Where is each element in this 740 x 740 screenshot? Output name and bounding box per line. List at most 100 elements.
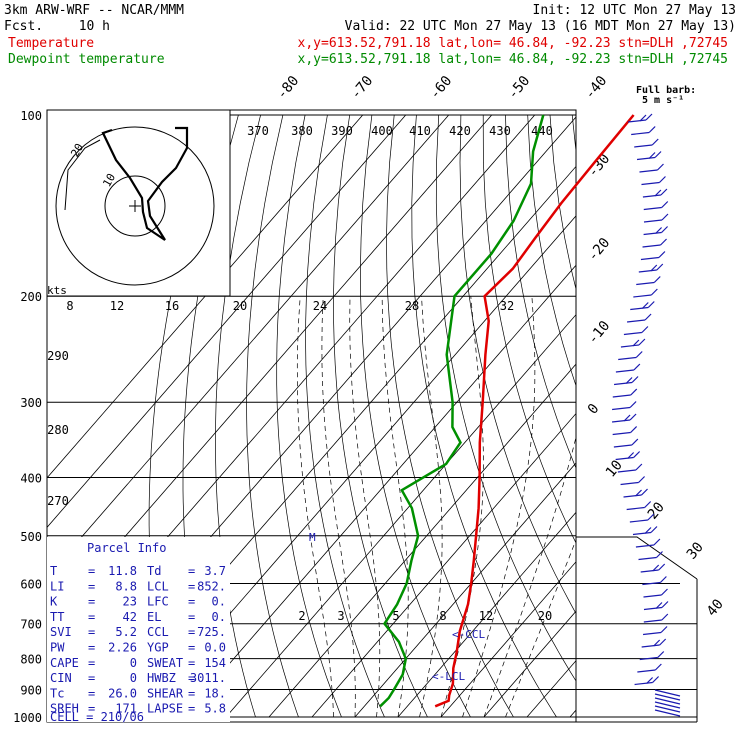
wind-barb — [638, 269, 657, 273]
wind-barb-feather — [661, 201, 669, 208]
wind-barb — [620, 344, 639, 348]
theta-e-label: 420 — [449, 124, 471, 138]
wind-barb-feather — [652, 676, 660, 683]
wind-barb-feather — [648, 152, 656, 159]
parcel-key-left: SVI — [50, 625, 72, 639]
dry-adiabat — [505, 114, 576, 469]
pressure-tick-labels: 100 200 300 400 500 600 700 800 900 1000 — [13, 109, 42, 725]
parcel-eq: = — [88, 656, 95, 670]
wind-barb-feather — [660, 188, 668, 196]
dry-adiabat — [617, 115, 740, 717]
wind-barb — [626, 506, 645, 511]
parcel-eq: = — [188, 656, 195, 670]
mixing-ratio-labels: 8 12 16 20 24 28 32 — [66, 299, 514, 313]
wind-barb — [638, 556, 657, 561]
wind-barb — [634, 144, 653, 148]
theta-e-label: 430 — [489, 124, 511, 138]
wind-barb — [617, 469, 636, 473]
parcel-value-left: 0 — [130, 671, 137, 685]
parcel-value-right: 5.8 — [204, 702, 226, 716]
parcel-value-right: 18. — [204, 686, 226, 700]
parcel-info-title: Parcel Info — [87, 541, 166, 555]
wind-barb-feather — [660, 626, 668, 633]
isotherm — [268, 363, 576, 718]
wind-barb — [611, 419, 631, 423]
dry-adiabat — [684, 115, 740, 717]
parcel-eq: = — [88, 671, 95, 685]
wind-barb — [642, 581, 661, 586]
wind-barb — [612, 406, 631, 411]
wind-barb — [654, 693, 681, 701]
wind-barb-feather — [651, 138, 659, 146]
moist-adiabat — [321, 296, 356, 718]
wind-barb — [654, 701, 681, 709]
wind-barb-feather — [648, 126, 656, 133]
wind-barb-feather — [655, 227, 663, 234]
parcel-key-left: T — [50, 564, 57, 578]
dry-adiabat — [246, 114, 299, 718]
dry-adiabat — [459, 114, 576, 615]
parcel-eq: = — [188, 564, 195, 578]
mixing-ratio-label: 32 — [500, 299, 514, 313]
parcel-eq: = — [188, 595, 195, 609]
isotherm-label: -40 — [582, 73, 611, 103]
wind-barb-feather — [647, 301, 655, 308]
mixing-ratio-label: 8 — [66, 299, 73, 313]
parcel-key-left: CIN — [50, 671, 72, 685]
isotherm — [182, 264, 576, 718]
wind-barb-feather — [627, 452, 635, 459]
wind-barb-feather — [654, 663, 662, 671]
wind-barb — [636, 156, 656, 161]
parcel-key-left: CAPE — [50, 656, 79, 670]
parcel-key-left: SREH — [50, 702, 79, 716]
parcel-eq: = — [88, 641, 95, 655]
parcel-value-left: 8.8 — [115, 579, 137, 593]
forecast-hour: 10 h — [79, 19, 110, 34]
wind-barb — [627, 119, 647, 123]
forecast-label: Fcst. — [4, 19, 43, 34]
wind-barb — [632, 531, 652, 536]
wind-barb-feather — [646, 677, 654, 684]
wind-barb — [641, 181, 660, 186]
parcel-value-right: 725. — [197, 625, 226, 639]
parcel-key-right: SWEAT — [147, 656, 183, 670]
parcel-value-right: 3.7 — [204, 564, 226, 578]
wind-barb-feather — [625, 377, 633, 384]
isotherm — [354, 462, 576, 718]
wind-barb — [642, 194, 661, 198]
pressure-label-400: 400 — [20, 471, 42, 485]
wind-barb-feather — [661, 226, 669, 233]
wind-barb — [623, 331, 642, 336]
wind-barb — [618, 356, 637, 361]
wind-barb-feather — [659, 176, 666, 183]
isotherm — [47, 114, 407, 528]
wind-barb-feather — [635, 489, 642, 497]
wind-barb — [654, 689, 681, 697]
pressure-label-300: 300 — [20, 396, 42, 410]
valid-time: Valid: 22 UTC Mon 27 May 13 (16 MDT Mon … — [345, 19, 736, 34]
temperature-station-info: x,y=613.52,791.18 lat,lon= 46.84, -92.23… — [298, 36, 728, 51]
wind-barb-feather — [655, 602, 663, 609]
parcel-eq: = — [188, 610, 195, 624]
moist-adiabat — [381, 296, 409, 718]
wind-barb-feather — [644, 501, 652, 508]
parcel-key-right: Td — [147, 564, 161, 578]
wind-barb-feather — [653, 538, 661, 546]
dewpoint-station-info: x,y=613.52,791.18 lat,lon= 46.84, -92.23… — [298, 52, 728, 67]
wind-barb-feather — [629, 413, 637, 421]
wind-barb-feather — [645, 113, 653, 121]
wind-barb — [615, 369, 634, 373]
wind-barb-feather — [653, 639, 661, 647]
wind-barb-feather — [650, 288, 658, 296]
mixing-ratio-label-lower: 2 — [298, 609, 305, 623]
isotherm — [440, 561, 576, 718]
hodograph-trace — [101, 126, 189, 241]
wind-barb — [620, 481, 639, 486]
wind-barb-feather — [661, 213, 669, 221]
wind-barb — [633, 294, 652, 298]
pressure-label-900: 900 — [20, 683, 42, 697]
wind-barb — [641, 644, 660, 648]
wind-barb-feather — [661, 588, 668, 596]
lcl-marker: <-LCL — [432, 670, 465, 683]
wind-barb — [635, 544, 654, 548]
